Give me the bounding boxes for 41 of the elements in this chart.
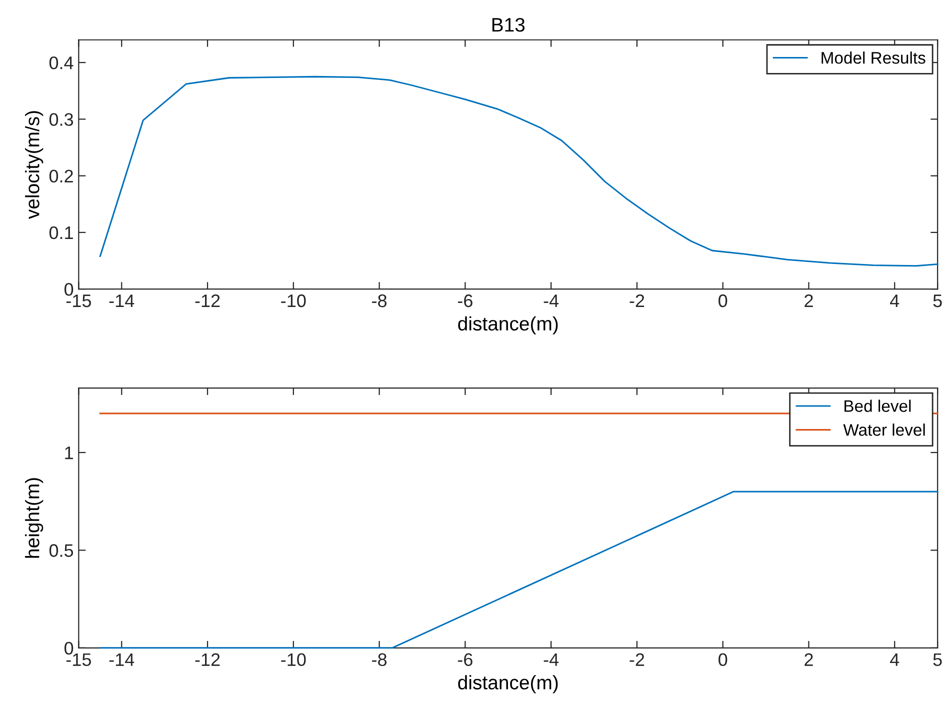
x-tick-label: -4 <box>544 653 559 666</box>
x-tick-label: 5 <box>933 294 942 308</box>
x-tick-label: -6 <box>458 653 472 666</box>
chart-title: B13 <box>492 18 525 32</box>
x-tick-label: 2 <box>804 653 813 666</box>
y-tick-label: 0 <box>64 283 74 296</box>
x-tick-label: -8 <box>372 294 387 308</box>
legend-label: Model Results <box>822 52 926 64</box>
x-tick-label: -14 <box>109 653 134 666</box>
x-tick-label: 4 <box>890 294 900 308</box>
legend-label: Water level <box>843 424 925 436</box>
x-tick-label: 4 <box>890 653 900 666</box>
y-tick-label: 1 <box>65 446 73 460</box>
x-tick-label: -10 <box>281 653 306 666</box>
x-axis-title: distance(m) <box>458 675 558 694</box>
y-axis-title: velocity(m/s) <box>25 111 44 219</box>
x-tick-label: -14 <box>109 294 134 308</box>
y-tick-label: 0.1 <box>49 226 73 240</box>
x-tick-label: 2 <box>804 294 813 308</box>
y-tick-label: 0.5 <box>49 544 74 557</box>
x-axis-title: distance(m) <box>458 316 558 334</box>
legend-label: Bed level <box>844 400 911 412</box>
y-tick-label: 0.3 <box>49 113 74 126</box>
y-tick-label: 0.2 <box>49 170 73 183</box>
x-tick-label: -15 <box>66 294 91 308</box>
y-tick-label: 0.4 <box>49 56 74 70</box>
x-tick-label: -2 <box>630 653 644 666</box>
y-tick-label: 0 <box>64 642 74 655</box>
x-tick-label: -2 <box>630 294 644 308</box>
x-tick-label: -8 <box>372 653 387 666</box>
x-tick-label: 0 <box>718 653 728 666</box>
x-tick-label: -10 <box>281 294 306 308</box>
line-series <box>99 76 938 267</box>
x-tick-label: -12 <box>195 294 220 308</box>
x-tick-label: -15 <box>66 653 91 666</box>
y-axis-title: height(m) <box>25 478 44 558</box>
x-tick-label: -6 <box>458 294 472 308</box>
x-tick-label: 0 <box>718 294 728 308</box>
x-tick-label: -4 <box>544 294 559 308</box>
x-tick-label: -12 <box>195 653 220 666</box>
x-tick-label: 5 <box>933 653 942 666</box>
